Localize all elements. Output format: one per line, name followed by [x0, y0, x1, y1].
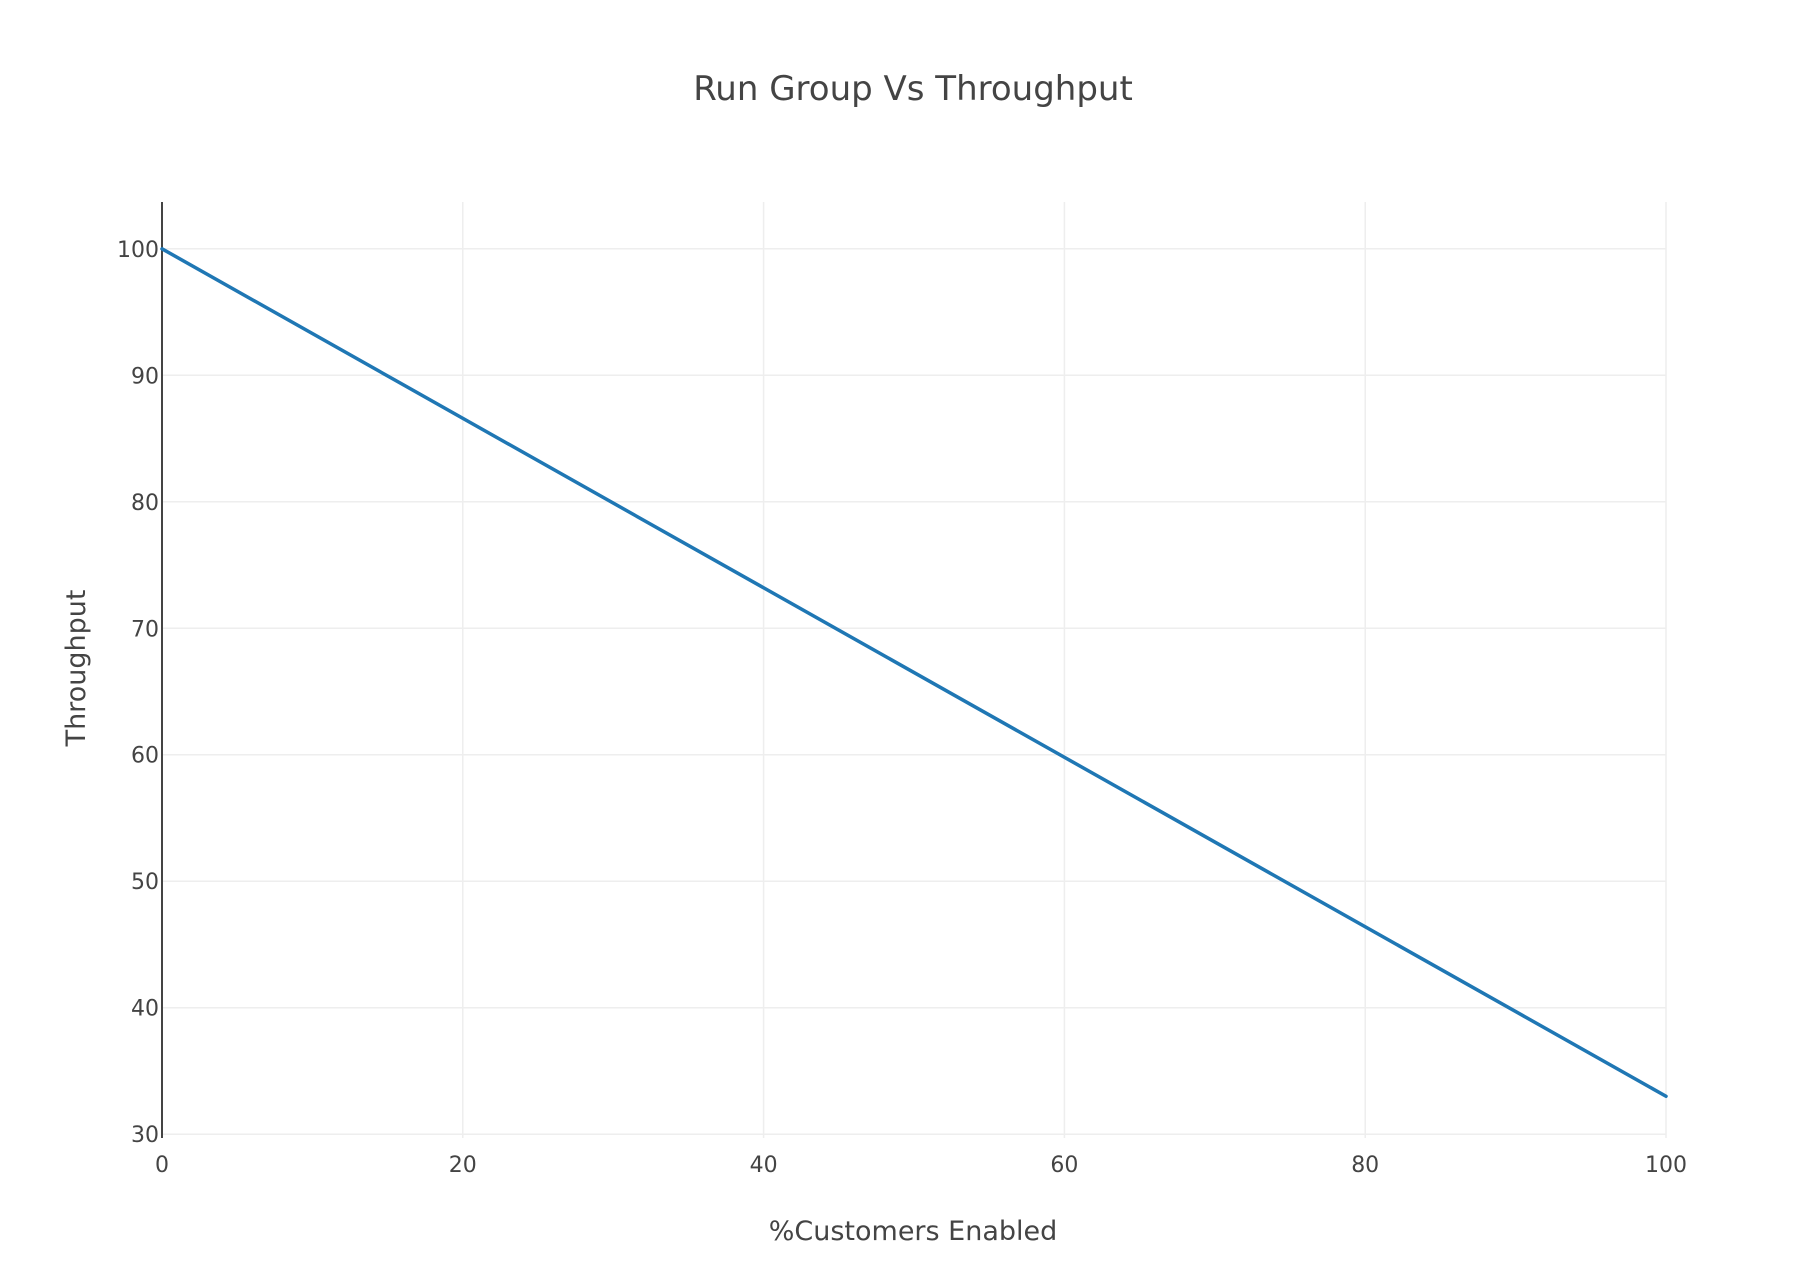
y-tick-label: 50 [131, 870, 159, 895]
y-tick-label: 60 [131, 744, 159, 769]
x-tick-label: 100 [1645, 1153, 1687, 1178]
x-tick-label: 40 [750, 1153, 778, 1178]
x-tick-label: 60 [1050, 1153, 1078, 1178]
y-tick-label: 40 [131, 997, 159, 1022]
x-axis-title: %Customers Enabled [769, 1216, 1058, 1247]
series-layer [160, 247, 1668, 1099]
y-tick-label: 100 [117, 238, 159, 263]
y-axis-title: Throughput [61, 590, 92, 748]
y-tick-labels: 30 40 50 60 70 80 90 100 [117, 238, 159, 1148]
x-tick-label: 80 [1351, 1153, 1379, 1178]
x-tick-label: 20 [449, 1153, 477, 1178]
y-tick-label: 70 [131, 617, 159, 642]
y-tick-label: 30 [131, 1123, 159, 1148]
x-tick-labels: 0 20 40 60 80 100 [155, 1153, 1687, 1178]
y-tick-label: 80 [131, 491, 159, 516]
x-tick-label: 0 [155, 1153, 169, 1178]
y-gridlines [162, 248, 1666, 1135]
series-line-1 [160, 247, 1668, 1099]
x-gridlines [462, 202, 1667, 1138]
y-tick-label: 90 [131, 364, 159, 389]
chart-title: Run Group Vs Throughput [693, 69, 1133, 109]
